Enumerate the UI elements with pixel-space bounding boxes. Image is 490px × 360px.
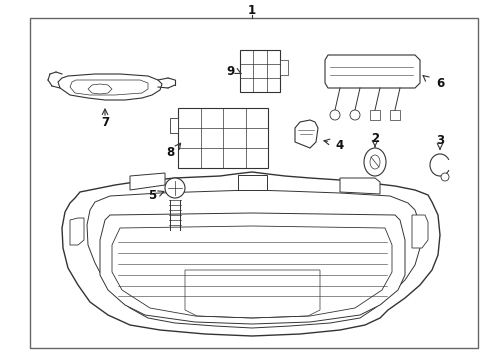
Text: 2: 2 xyxy=(371,131,379,144)
Text: 7: 7 xyxy=(101,116,109,129)
Polygon shape xyxy=(112,226,392,318)
Circle shape xyxy=(165,178,185,198)
Polygon shape xyxy=(100,213,405,324)
Polygon shape xyxy=(70,218,84,245)
Circle shape xyxy=(330,110,340,120)
Text: 4: 4 xyxy=(336,139,344,152)
Polygon shape xyxy=(240,50,280,92)
Polygon shape xyxy=(87,190,420,328)
Polygon shape xyxy=(370,110,380,120)
Polygon shape xyxy=(178,108,268,168)
Polygon shape xyxy=(62,172,440,336)
Polygon shape xyxy=(412,215,428,248)
Polygon shape xyxy=(58,74,162,100)
Polygon shape xyxy=(325,55,420,88)
Polygon shape xyxy=(238,175,267,190)
Ellipse shape xyxy=(364,148,386,176)
Polygon shape xyxy=(390,110,400,120)
Text: 8: 8 xyxy=(166,145,174,158)
Circle shape xyxy=(350,110,360,120)
Text: 5: 5 xyxy=(148,189,156,202)
Text: 1: 1 xyxy=(248,4,256,17)
Text: 9: 9 xyxy=(226,64,234,77)
Polygon shape xyxy=(130,173,165,190)
Polygon shape xyxy=(295,120,318,148)
Circle shape xyxy=(441,173,449,181)
Polygon shape xyxy=(340,178,380,194)
Polygon shape xyxy=(170,118,178,133)
Text: 3: 3 xyxy=(436,134,444,147)
Text: 6: 6 xyxy=(436,77,444,90)
Polygon shape xyxy=(280,60,288,75)
